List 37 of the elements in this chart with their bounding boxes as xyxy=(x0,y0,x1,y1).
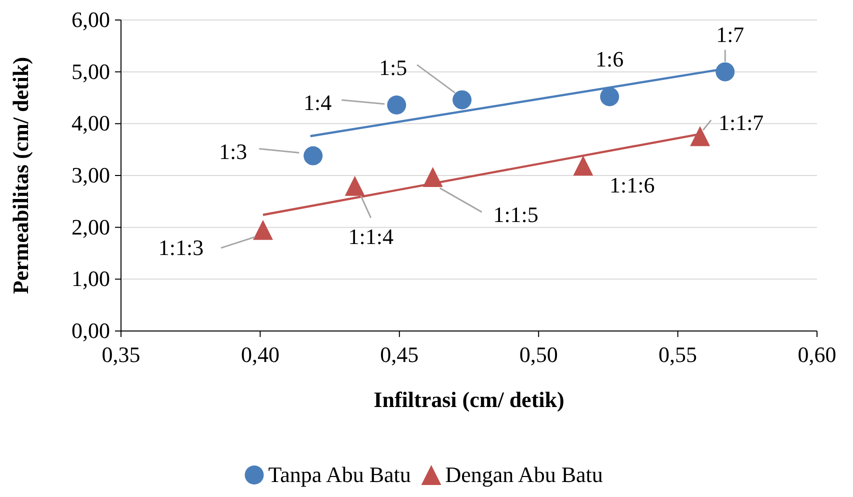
annotation: 1:5 xyxy=(378,54,408,80)
point xyxy=(422,167,443,188)
y-tick-label: 4,00 xyxy=(72,110,110,136)
x-tick-label: 0,40 xyxy=(240,342,280,367)
x-axis-title: Infiltrasi (cm/ detik) xyxy=(374,387,564,412)
x-tick-label: 0,60 xyxy=(798,342,836,367)
annotation: 1:6 xyxy=(596,46,624,72)
x-tick-label: 0,55 xyxy=(658,342,698,367)
annotation: 1:1:7 xyxy=(718,110,764,136)
point xyxy=(573,156,594,176)
annotation: 1:1:6 xyxy=(610,172,655,198)
x-tick-label: 0,45 xyxy=(380,342,419,367)
y-axis-title: Permeabilitas (cm/ detik) xyxy=(8,56,33,294)
y-tick-label: 1,00 xyxy=(72,266,110,292)
y-tick-label: 0,00 xyxy=(72,318,110,343)
y-tick-label: 5,00 xyxy=(72,58,110,84)
annotation: 1:4 xyxy=(304,90,332,116)
point xyxy=(252,220,273,240)
y-tick-label: 2,00 xyxy=(72,214,110,240)
annotation: 1:3 xyxy=(219,138,248,164)
legend-label: Tanpa Abu Batu xyxy=(268,462,411,487)
y-tick-label: 3,00 xyxy=(72,162,110,188)
annotation: 1:1:4 xyxy=(348,224,394,249)
x-tick-label: 0,50 xyxy=(519,342,558,367)
point xyxy=(452,90,472,110)
annotation: 1:1:3 xyxy=(158,234,204,260)
annotation: 1:7 xyxy=(716,22,744,47)
y-tick-label: 6,00 xyxy=(72,7,110,32)
x-tick-label: 0,35 xyxy=(102,342,140,367)
point xyxy=(690,126,710,146)
point xyxy=(344,176,365,196)
point xyxy=(387,96,406,115)
point xyxy=(716,62,735,82)
point xyxy=(304,146,323,166)
annotation: 1:1:5 xyxy=(493,202,538,228)
legend-label: Dengan Abu Batu xyxy=(445,462,603,487)
point xyxy=(600,87,620,106)
